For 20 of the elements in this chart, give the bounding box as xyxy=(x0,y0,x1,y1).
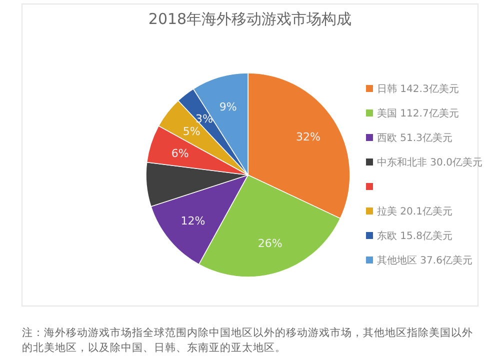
text: 注：海外移动游戏市场指全球范围内除中国地区以外的移动游戏市场，其他地区指除美国以外的北美地区，以及除中国、日韩、东南亚的亚太地区。 xyxy=(22,326,474,356)
pie-slice xyxy=(146,125,248,176)
data-label: 5% xyxy=(182,125,200,138)
pie-slice xyxy=(248,72,350,219)
pie-slice xyxy=(158,100,248,176)
legend-label: 美国 112.7亿美元 xyxy=(377,108,459,120)
legend-label: 中东和北非 30.0亿美元 xyxy=(377,156,482,168)
data-label: 32% xyxy=(296,130,321,144)
chart-title: 2018年海外移动游戏市场构成 xyxy=(148,10,352,28)
legend-label: 东欧 15.8亿美元 xyxy=(377,230,452,242)
data-label: 9% xyxy=(219,100,237,114)
pie-slice xyxy=(150,174,248,265)
data-label: 6% xyxy=(171,146,189,160)
data-label: 26% xyxy=(258,236,282,250)
legend-label: 拉美 20.1亿美元 xyxy=(377,206,452,218)
data-label: 12% xyxy=(180,214,206,228)
pie-slice xyxy=(146,162,248,207)
legend-label: 西欧 51.3亿美元 xyxy=(377,132,452,144)
legend-label: 其他地区 37.6亿美元 xyxy=(377,254,472,266)
legend-label: 日韩 142.3亿美元 xyxy=(377,83,459,95)
